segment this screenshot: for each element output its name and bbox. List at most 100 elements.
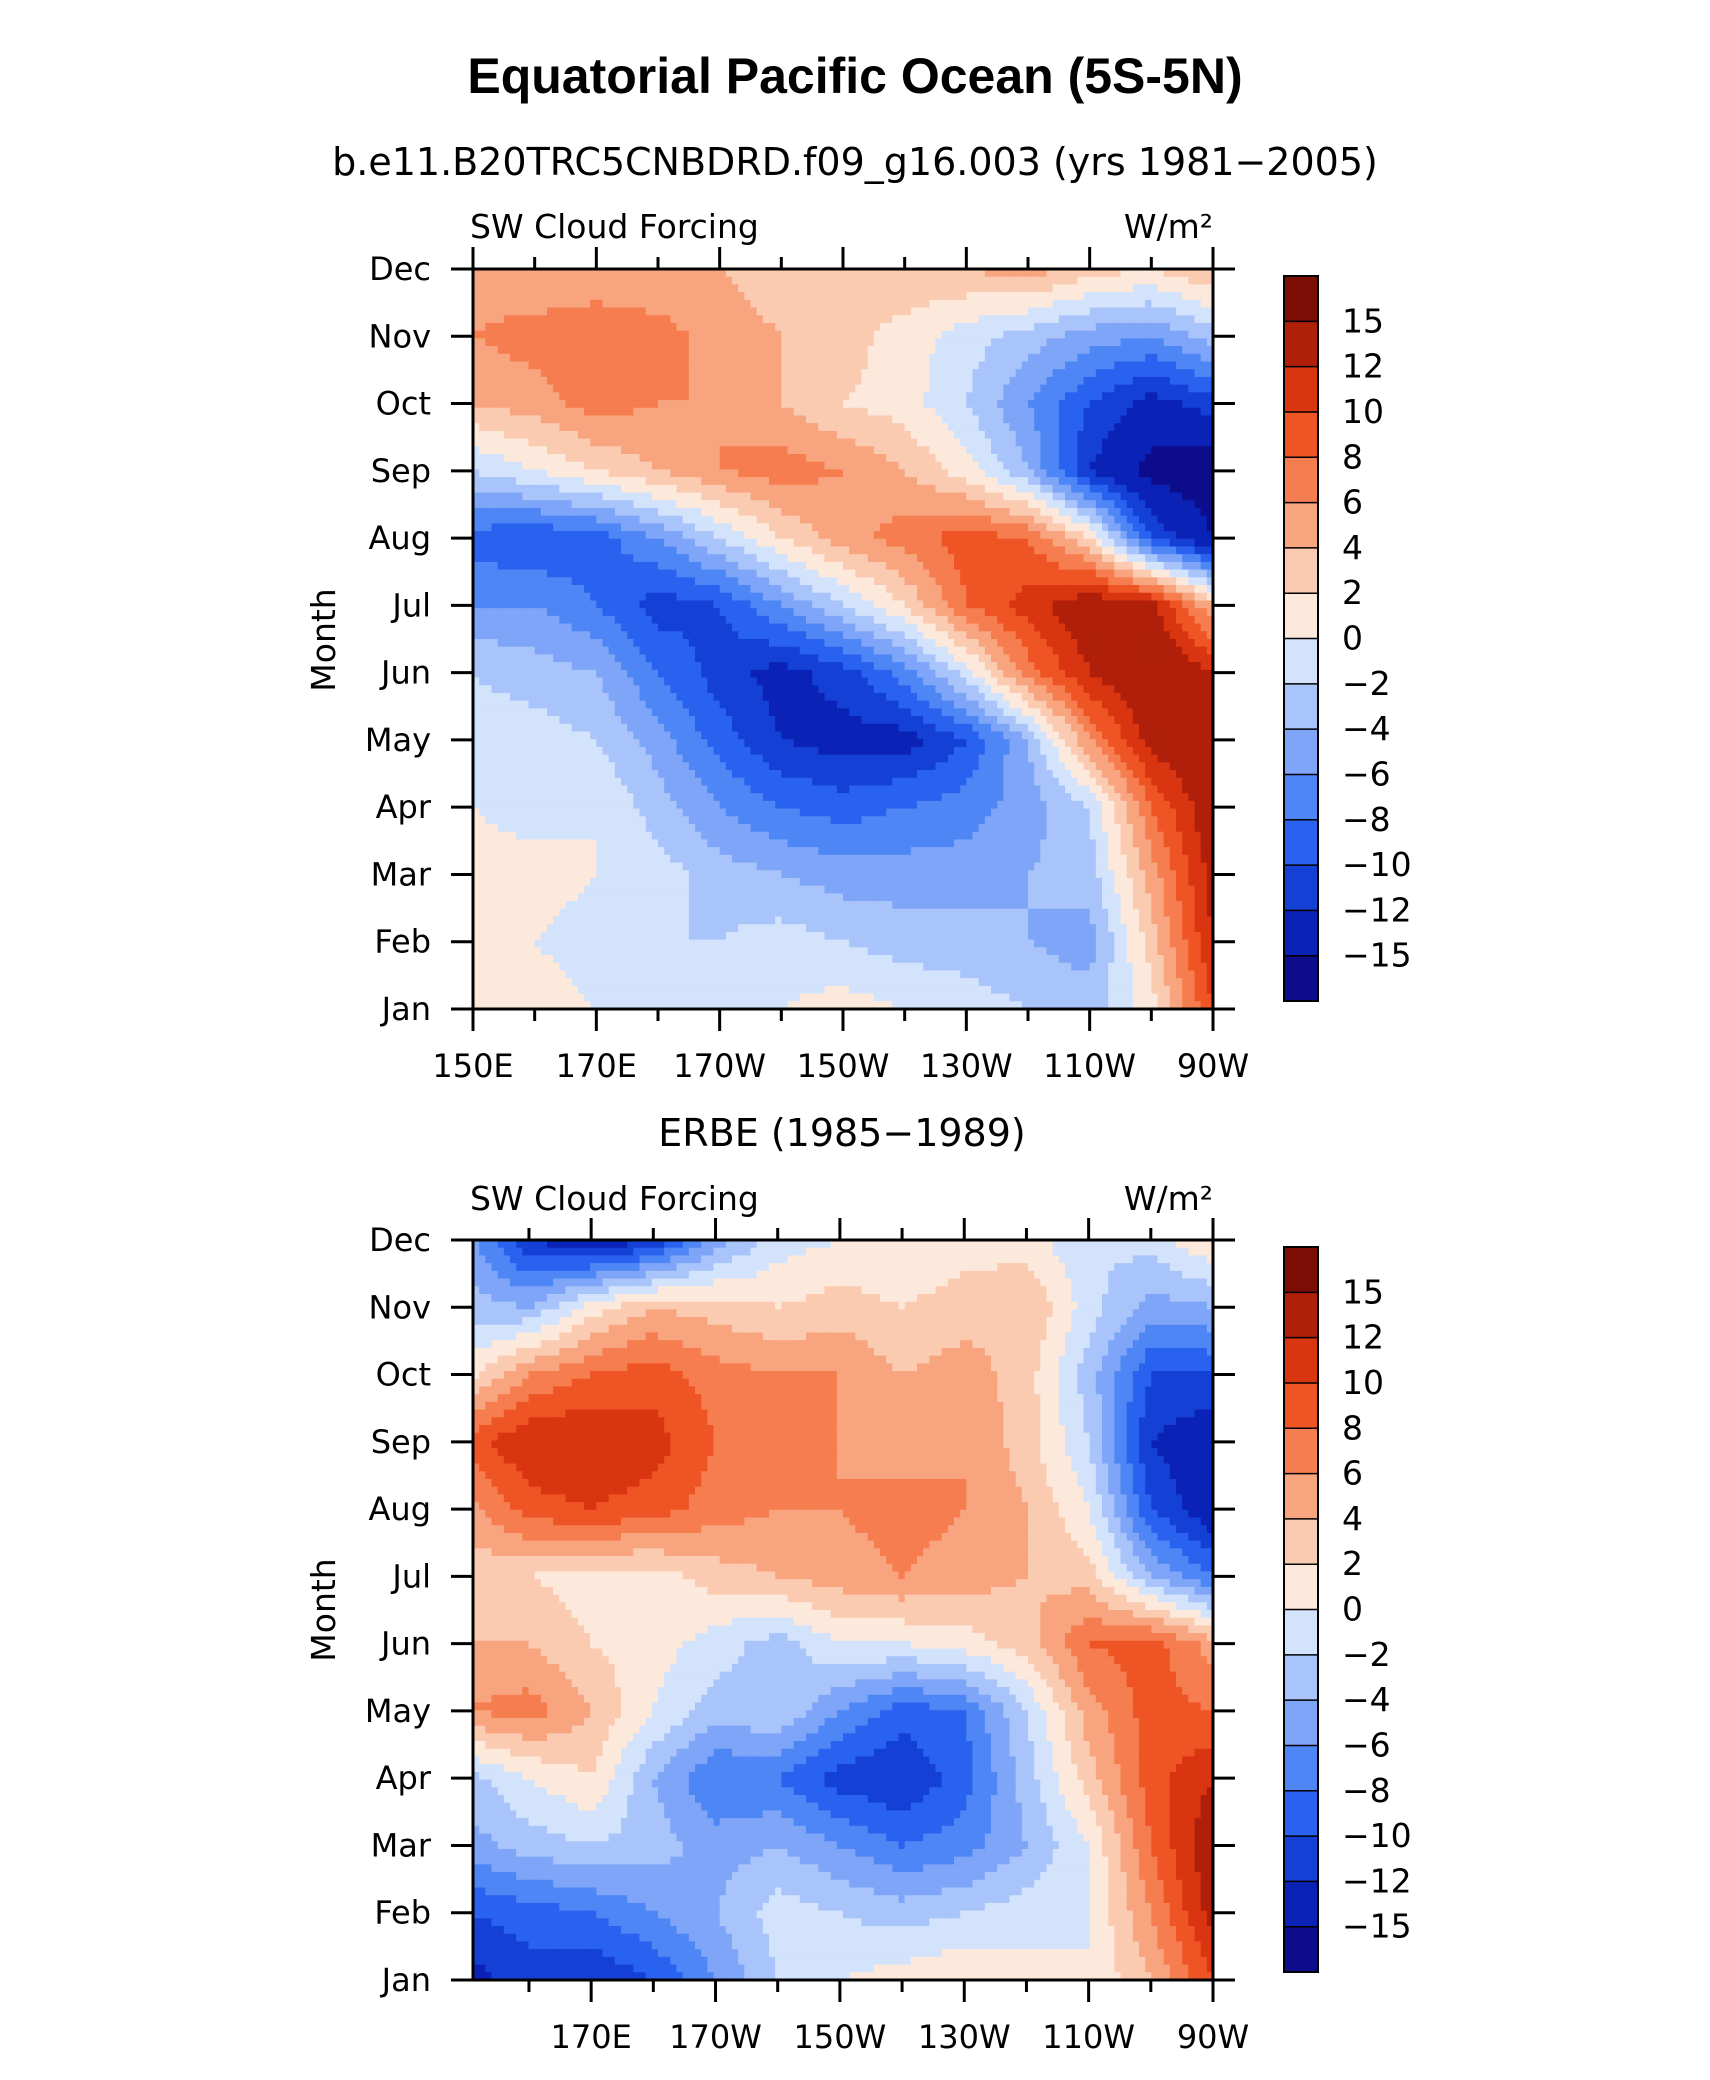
heatmap-cell [954, 500, 961, 509]
heatmap-cell [522, 276, 530, 286]
heatmap-cell [861, 276, 869, 286]
heatmap-cell [750, 400, 758, 409]
heatmap-cell [528, 577, 536, 586]
heatmap-cell [929, 369, 937, 378]
heatmap-cell [1194, 269, 1202, 278]
heatmap-cell [781, 361, 789, 370]
heatmap-cell [1095, 338, 1103, 347]
heatmap-cell [799, 400, 807, 409]
heatmap-cell [614, 315, 622, 324]
heatmap-cell [855, 461, 863, 471]
heatmap-cell [818, 492, 826, 501]
heatmap-cell [1176, 392, 1183, 401]
heatmap-cell [997, 322, 1004, 332]
heatmap-cell [658, 353, 665, 363]
heatmap-cell [688, 430, 696, 440]
heatmap-cell [1089, 330, 1097, 339]
heatmap-cell [1176, 500, 1183, 509]
heatmap-cell [491, 269, 499, 278]
heatmap-cell [769, 546, 776, 555]
heatmap-cell [695, 577, 702, 586]
heatmap-cell [732, 484, 739, 494]
heatmap-cell [1083, 461, 1091, 471]
heatmap-cell [1188, 322, 1196, 332]
heatmap-cell [688, 446, 696, 455]
heatmap-cell [984, 269, 992, 278]
heatmap-cell [960, 400, 967, 409]
heatmap-cell [664, 284, 671, 293]
heatmap-cell [923, 569, 930, 578]
heatmap-cell [602, 307, 610, 316]
heatmap-cell [954, 392, 961, 401]
heatmap-cell [861, 438, 869, 447]
heatmap-cell [867, 392, 875, 401]
heatmap-cell [479, 569, 486, 578]
heatmap-cell [602, 315, 610, 324]
heatmap-cell [713, 307, 721, 316]
heatmap-cell [1200, 322, 1208, 332]
heatmap-cell [929, 330, 937, 339]
heatmap-cell [1089, 461, 1097, 471]
heatmap-cell [775, 415, 782, 424]
heatmap-cell [522, 477, 530, 486]
heatmap-cell [534, 500, 542, 509]
heatmap-cell [485, 446, 493, 455]
heatmap-cell [1188, 484, 1196, 494]
heatmap-cell [1139, 461, 1146, 471]
heatmap-cell [806, 500, 813, 509]
heatmap-cell [954, 546, 961, 555]
heatmap-cell [479, 523, 486, 532]
heatmap-cell [1089, 392, 1097, 401]
heatmap-cell [1194, 477, 1202, 486]
heatmap-cell [898, 454, 906, 463]
heatmap-cell [503, 523, 511, 532]
heatmap-cell [602, 538, 610, 548]
heatmap-cell [923, 307, 930, 316]
heatmap-cell [1003, 376, 1011, 386]
heatmap-cell [818, 569, 826, 578]
heatmap-cell [997, 438, 1004, 447]
heatmap-cell [559, 515, 567, 524]
heatmap-cell [553, 322, 560, 332]
heatmap-cell [793, 446, 801, 455]
heatmap-cell [1163, 346, 1171, 355]
heatmap-cell [843, 384, 850, 393]
heatmap-cell [732, 430, 739, 440]
heatmap-cell [503, 346, 511, 355]
heatmap-cell [1108, 500, 1115, 509]
heatmap-cell [1077, 315, 1085, 324]
heatmap-cell [528, 384, 536, 393]
heatmap-cell [1126, 561, 1134, 571]
heatmap-cell [762, 346, 770, 355]
heatmap-cell [658, 446, 665, 455]
heatmap-cell [1034, 315, 1041, 324]
heatmap-cell [738, 577, 745, 586]
heatmap-cell [978, 538, 986, 548]
heatmap-cell [633, 338, 641, 347]
heatmap-cell [762, 269, 770, 278]
heatmap-cell [1188, 284, 1196, 293]
heatmap-cell [830, 507, 838, 517]
heatmap-cell [904, 346, 912, 355]
heatmap-cell [861, 492, 869, 501]
heatmap-cell [633, 276, 641, 286]
heatmap-cell [892, 554, 900, 563]
heatmap-cell [1132, 531, 1140, 540]
heatmap-cell [818, 415, 826, 424]
heatmap-cell [1077, 477, 1085, 486]
heatmap-cell [1120, 299, 1128, 309]
heatmap-cell [824, 484, 832, 494]
heatmap-cell [1163, 577, 1171, 586]
heatmap-cell [1071, 554, 1078, 563]
heatmap-cell [1200, 369, 1208, 378]
heatmap-cell [540, 392, 548, 401]
heatmap-cell [713, 492, 721, 501]
heatmap-cell [806, 369, 813, 378]
heatmap-cell [1003, 307, 1011, 316]
heatmap-cell [658, 469, 665, 478]
heatmap-cell [516, 569, 523, 578]
heatmap-cell [1052, 561, 1060, 571]
heatmap-cell [824, 346, 832, 355]
heatmap-cell [503, 507, 511, 517]
heatmap-cell [1040, 454, 1048, 463]
